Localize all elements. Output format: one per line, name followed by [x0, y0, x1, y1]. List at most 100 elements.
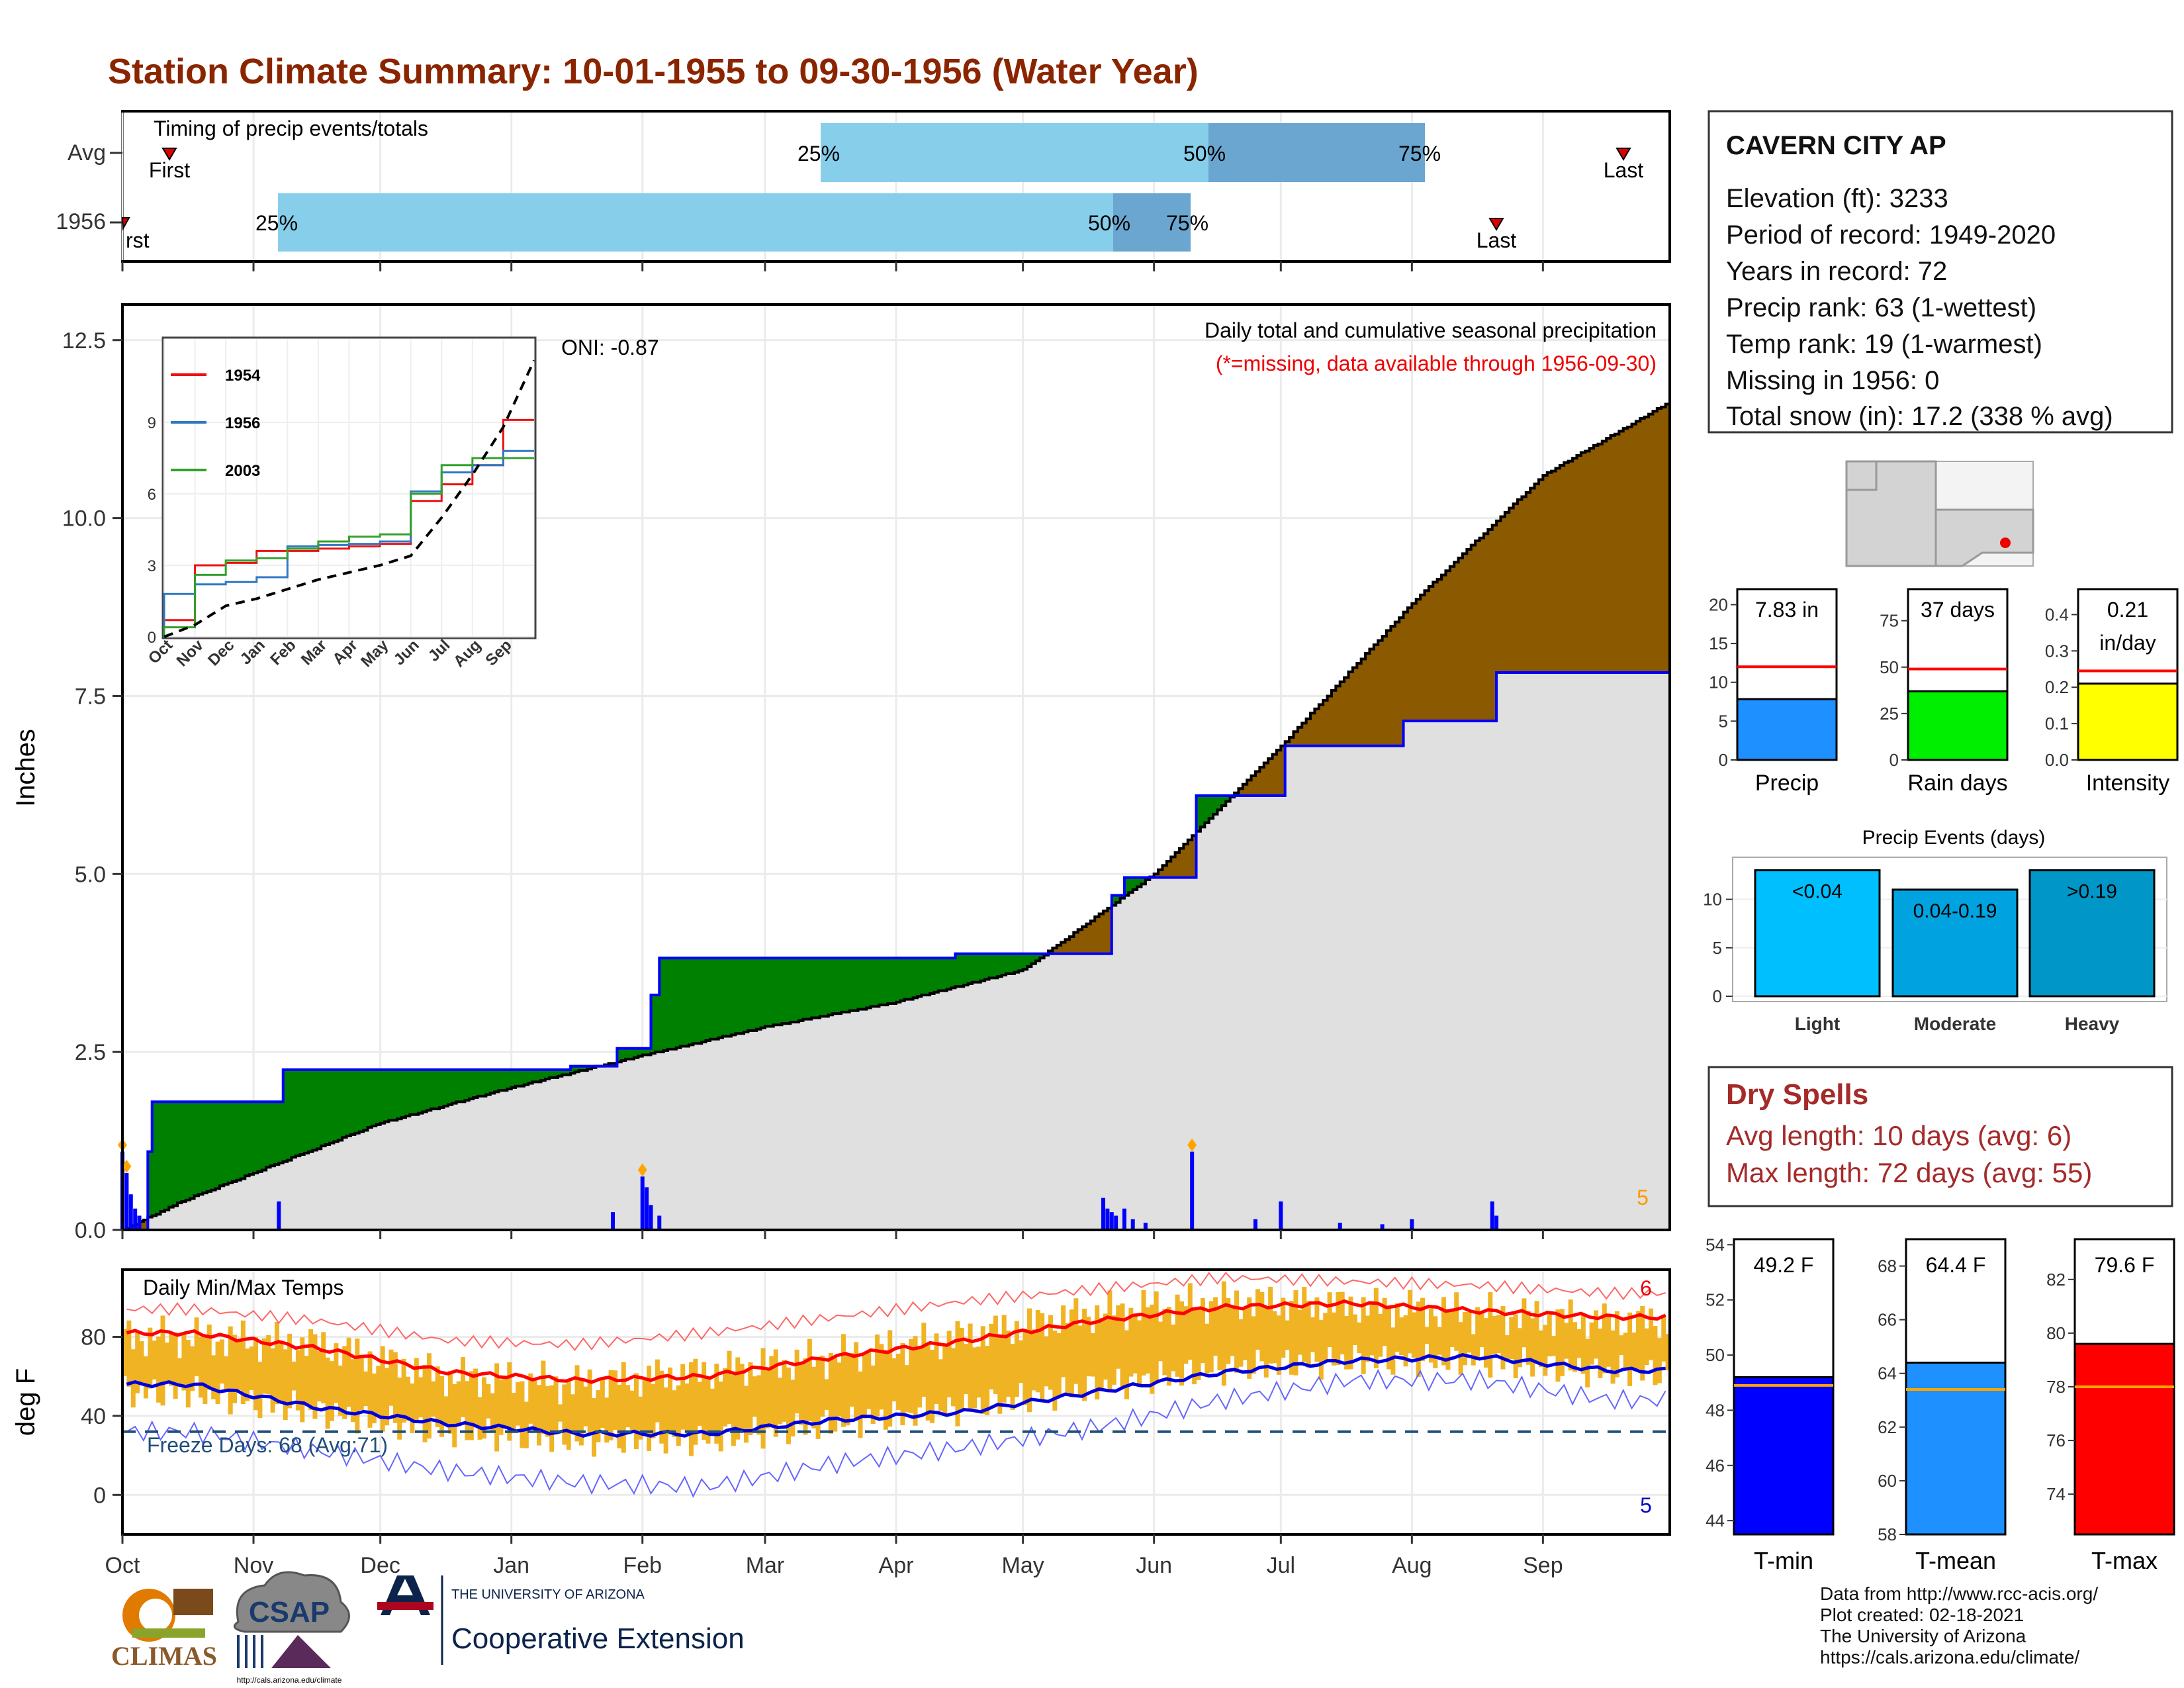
temp-daily-bar [300, 1337, 305, 1423]
temp-summary-tick-label: 82 [2046, 1270, 2066, 1289]
temp-y-tick-label: 40 [81, 1404, 106, 1429]
temp-daily-bar [1077, 1325, 1083, 1396]
precip-max-marker [122, 1159, 132, 1173]
events-bar-light [1754, 869, 1881, 998]
dry-spells-max: Max length: 72 days (avg: 55) [1726, 1157, 2092, 1188]
temp-summary-bar-t-max [2073, 1342, 2175, 1536]
temp-daily-bar [537, 1385, 542, 1446]
precip-max-marker [1187, 1138, 1197, 1152]
temp-daily-bar [426, 1353, 432, 1439]
temp-daily-bar [1458, 1322, 1463, 1375]
temp-daily-bar [1619, 1335, 1624, 1356]
record-low-line [126, 1368, 1666, 1498]
temp-summary-tick-label: 80 [2046, 1323, 2066, 1343]
temp-daily-bar [1623, 1333, 1628, 1370]
temp-daily-bar [177, 1358, 183, 1387]
temp-daily-bar [1183, 1306, 1189, 1364]
temp-daily-bar [946, 1331, 952, 1397]
temp-daily-bar [1504, 1335, 1510, 1360]
svg-text:http://cals.arizona.edu/climat: http://cals.arizona.edu/climate [237, 1675, 342, 1685]
temp-daily-bar [1154, 1291, 1159, 1384]
month-label: Jan [493, 1553, 529, 1578]
temp-daily-bar [1653, 1325, 1658, 1385]
year-bar-light [278, 193, 1113, 252]
summary-tick-label: 0.1 [2045, 714, 2069, 733]
temp-daily-bar [240, 1320, 246, 1405]
temp-daily-bar [562, 1384, 567, 1445]
events-value-label: >0.19 [2067, 881, 2117, 903]
inset-y-tick-label: 0 [148, 629, 156, 647]
temp-daily-bar [824, 1379, 829, 1410]
precip-1956-area [148, 796, 1235, 1217]
temp-daily-bar [985, 1346, 990, 1415]
temp-daily-bar [418, 1377, 424, 1418]
temp-daily-bar [1331, 1312, 1336, 1366]
temp-daily-bar [621, 1362, 626, 1453]
temp-daily-bar [1378, 1313, 1383, 1357]
temp-daily-bar [465, 1381, 470, 1440]
station-years: Years in record: 72 [1726, 257, 1948, 286]
year-last-marker [1488, 218, 1504, 231]
temp-daily-bar [875, 1335, 880, 1417]
temp-daily-bar [1259, 1291, 1265, 1362]
temp-daily-bar [1234, 1290, 1240, 1373]
temp-daily-bar [1361, 1297, 1366, 1374]
temp-daily-bar [1365, 1315, 1371, 1362]
temp-daily-bar [160, 1315, 165, 1406]
precip-daily-bar [1494, 1215, 1499, 1230]
temp-daily-bar [1095, 1305, 1100, 1400]
temp-corner-cold: 5 [1640, 1493, 1652, 1517]
temp-daily-bar [295, 1350, 300, 1411]
temp-daily-bar [668, 1367, 673, 1434]
summary-tick-label: 50 [1880, 657, 1899, 677]
temp-daily-bar [1420, 1297, 1426, 1362]
temp-daily-bar [1424, 1327, 1430, 1344]
temp-daily-bar [837, 1362, 842, 1417]
temp-summary-tick-label: 62 [1878, 1417, 1897, 1437]
month-label: Jun [1136, 1553, 1172, 1578]
precip-daily-bar [640, 1176, 645, 1230]
year-first-label: rst [126, 228, 150, 252]
temp-summary-value-label: 79.6 F [2095, 1253, 2155, 1277]
temp-daily-bar [261, 1338, 267, 1394]
temp-daily-bar [520, 1381, 525, 1448]
temp-daily-bar [764, 1368, 770, 1429]
temp-daily-bar [185, 1339, 191, 1408]
temp-daily-bar [1107, 1290, 1113, 1392]
temp-daily-bar [587, 1369, 592, 1434]
temp-daily-bar [279, 1340, 284, 1403]
temp-daily-bar [1048, 1315, 1053, 1390]
temp-daily-bar [1610, 1330, 1615, 1384]
events-tick-label: 5 [1713, 938, 1722, 958]
temp-daily-bar [1437, 1327, 1442, 1355]
temp-daily-bar [1120, 1303, 1125, 1388]
temp-summary-tick-label: 44 [1706, 1511, 1725, 1530]
precip-y-tick-label: 10.0 [62, 506, 106, 532]
temp-daily-bar [799, 1362, 804, 1425]
inset-legend-label: 2003 [225, 462, 260, 480]
station-elevation: Elevation (ft): 3233 [1726, 184, 1948, 213]
summary-tick-label: 20 [1709, 594, 1728, 614]
temp-daily-bar [126, 1320, 132, 1387]
temp-daily-bar [228, 1326, 233, 1415]
temp-daily-bar [330, 1361, 334, 1421]
temp-daily-bar [578, 1379, 584, 1446]
temp-daily-bar [139, 1341, 144, 1385]
temp-daily-bar [778, 1378, 783, 1425]
precip-daily-bar [277, 1201, 281, 1230]
precip-daily-bar [1490, 1201, 1494, 1230]
temp-daily-bar [355, 1338, 360, 1434]
temp-daily-bar [376, 1366, 381, 1416]
summary-tick-label: 10 [1709, 673, 1728, 692]
temp-summary-label: T-max [2091, 1547, 2158, 1574]
precip-daily-bar [1190, 1151, 1195, 1230]
temp-y-label: deg F [11, 1368, 40, 1436]
temp-daily-bar [1564, 1323, 1569, 1359]
temp-daily-bar [1230, 1306, 1235, 1356]
events-bar-heavy [2028, 869, 2156, 998]
avg-last-label: Last [1604, 158, 1644, 182]
station-period: Period of record: 1949-2020 [1726, 220, 2056, 250]
summary-tick-label: 0.3 [2045, 641, 2069, 661]
temp-daily-bar [1598, 1329, 1603, 1378]
